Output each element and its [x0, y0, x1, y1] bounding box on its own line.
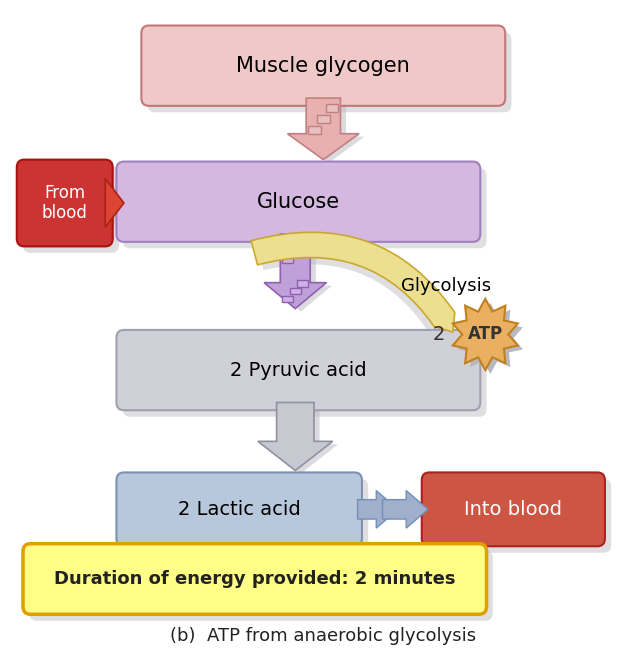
FancyBboxPatch shape: [282, 296, 293, 302]
FancyBboxPatch shape: [23, 544, 486, 614]
PathPatch shape: [111, 182, 130, 230]
FancyBboxPatch shape: [23, 166, 119, 253]
Text: 2 Lactic acid: 2 Lactic acid: [178, 500, 300, 519]
FancyBboxPatch shape: [29, 550, 493, 621]
Text: 2 Pyruvic acid: 2 Pyruvic acid: [230, 361, 367, 380]
PathPatch shape: [293, 101, 365, 163]
FancyBboxPatch shape: [141, 26, 505, 106]
PathPatch shape: [358, 491, 398, 528]
FancyBboxPatch shape: [282, 256, 293, 263]
FancyBboxPatch shape: [289, 247, 301, 253]
PathPatch shape: [258, 403, 333, 470]
FancyBboxPatch shape: [317, 115, 330, 123]
PathPatch shape: [383, 491, 428, 528]
PathPatch shape: [263, 405, 338, 474]
FancyBboxPatch shape: [17, 159, 112, 247]
Text: From
blood: From blood: [42, 184, 88, 222]
FancyBboxPatch shape: [309, 126, 321, 134]
Text: Glucose: Glucose: [257, 192, 340, 212]
Text: Duration of energy provided: 2 minutes: Duration of energy provided: 2 minutes: [54, 570, 456, 588]
PathPatch shape: [452, 299, 518, 370]
FancyBboxPatch shape: [123, 337, 486, 417]
Text: Into blood: Into blood: [465, 500, 562, 519]
FancyBboxPatch shape: [116, 472, 362, 546]
FancyBboxPatch shape: [428, 479, 611, 553]
Text: 2: 2: [433, 325, 445, 344]
PathPatch shape: [458, 302, 523, 374]
PathPatch shape: [270, 237, 332, 312]
FancyBboxPatch shape: [116, 330, 481, 410]
Text: Glycolysis: Glycolysis: [401, 277, 491, 295]
FancyBboxPatch shape: [123, 479, 368, 553]
FancyBboxPatch shape: [289, 288, 301, 295]
FancyBboxPatch shape: [326, 104, 338, 112]
Text: ATP: ATP: [468, 325, 503, 344]
FancyBboxPatch shape: [422, 472, 605, 546]
FancyBboxPatch shape: [123, 168, 486, 249]
FancyBboxPatch shape: [297, 280, 309, 287]
FancyBboxPatch shape: [148, 32, 511, 112]
PathPatch shape: [105, 178, 124, 227]
FancyBboxPatch shape: [297, 237, 309, 244]
Text: (b)  ATP from anaerobic glycolysis: (b) ATP from anaerobic glycolysis: [170, 626, 476, 645]
PathPatch shape: [288, 98, 359, 159]
Text: Muscle glycogen: Muscle glycogen: [236, 56, 410, 75]
PathPatch shape: [264, 234, 327, 308]
FancyBboxPatch shape: [116, 161, 481, 242]
